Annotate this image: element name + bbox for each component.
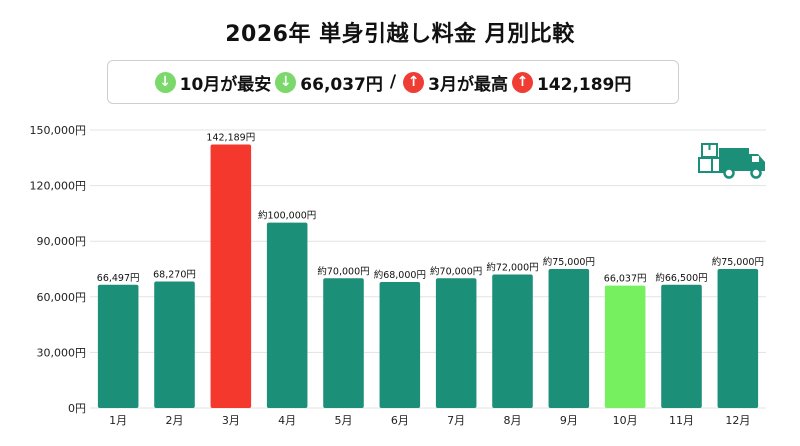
data-label: 66,037円 bbox=[604, 274, 647, 285]
x-tick-label: 12月 bbox=[725, 414, 750, 427]
gridlines bbox=[90, 129, 766, 409]
highest-month-label: 3月が最高 bbox=[428, 74, 508, 95]
bar bbox=[210, 144, 252, 408]
summary-box: ↓ 10月が最安 ↓ 66,037円 / ↑ 3月が最高 ↑ 142,189円 bbox=[107, 60, 679, 104]
y-tick-label: 30,000円 bbox=[37, 346, 87, 359]
bar bbox=[492, 274, 533, 408]
x-tick-label: 10月 bbox=[613, 414, 638, 427]
up-arrow-icon: ↑ bbox=[511, 71, 533, 93]
x-tick-label: 7月 bbox=[447, 414, 465, 427]
y-tick-label: 150,000円 bbox=[30, 124, 87, 137]
bar bbox=[97, 284, 139, 408]
y-axis-ticks: 0円 30,000円 60,000円 90,000円 120,000円 150,000円 bbox=[30, 124, 87, 415]
x-tick-label: 2月 bbox=[166, 414, 184, 427]
x-tick-label: 4月 bbox=[278, 414, 296, 427]
up-arrow-icon: ↑ bbox=[403, 71, 425, 93]
x-tick-label: 9月 bbox=[560, 414, 578, 427]
data-label: 約75,000円 bbox=[712, 256, 764, 268]
summary-separator: / bbox=[389, 72, 397, 92]
moving-truck-icon bbox=[698, 143, 765, 179]
data-labels: 66,497円 68,270円142,189円約100,000円約70,000円約… bbox=[97, 132, 764, 284]
bar bbox=[604, 285, 646, 408]
data-label: 約66,500円 bbox=[655, 272, 707, 284]
lowest-month-label: 10月が最安 bbox=[179, 74, 272, 95]
data-label: 約68,000円 bbox=[374, 269, 426, 281]
x-tick-label: 1月 bbox=[109, 414, 127, 427]
bar bbox=[266, 222, 308, 408]
down-arrow-icon: ↓ bbox=[275, 71, 297, 93]
data-label: 約70,000円 bbox=[317, 265, 369, 277]
bar bbox=[717, 269, 759, 408]
data-label: 142,189円 bbox=[206, 132, 255, 143]
x-tick-label: 3月 bbox=[222, 414, 240, 427]
bar bbox=[154, 281, 195, 408]
bar bbox=[435, 278, 477, 408]
down-arrow-icon: ↓ bbox=[154, 71, 176, 93]
chart-title: 2026年 単身引越し料金 月別比較 bbox=[225, 22, 575, 47]
data-label: 約75,000円 bbox=[543, 256, 595, 268]
data-label: 約100,000円 bbox=[258, 210, 316, 222]
x-axis-categories: 1月 2月 3月 4月 5月 6月 7月 8月 9月 10月 11月 12月 bbox=[109, 414, 750, 427]
y-tick-label: 120,000円 bbox=[30, 180, 87, 193]
data-label: 68,270円 bbox=[153, 269, 196, 280]
x-tick-label: 6月 bbox=[391, 414, 409, 427]
highest-price-value: 142,189円 bbox=[536, 74, 632, 95]
y-tick-label: 90,000円 bbox=[37, 235, 87, 248]
x-tick-label: 8月 bbox=[504, 414, 522, 427]
bar bbox=[379, 281, 421, 408]
y-tick-label: 0円 bbox=[68, 402, 86, 415]
bar bbox=[548, 269, 590, 408]
data-label: 約72,000円 bbox=[486, 262, 538, 274]
bar bbox=[323, 278, 364, 408]
data-label: 66,497円 bbox=[97, 273, 140, 284]
x-tick-label: 5月 bbox=[335, 414, 353, 427]
data-label: 約70,000円 bbox=[430, 265, 482, 277]
bar bbox=[661, 284, 702, 408]
y-tick-label: 60,000円 bbox=[37, 291, 87, 304]
x-tick-label: 11月 bbox=[669, 414, 694, 427]
bars bbox=[97, 144, 759, 408]
lowest-price-value: 66,037円 bbox=[300, 74, 383, 95]
